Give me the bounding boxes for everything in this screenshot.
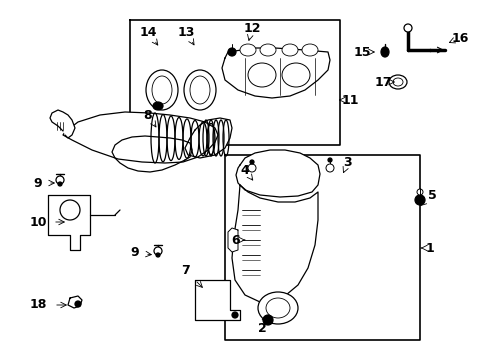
Ellipse shape [403,24,411,32]
Polygon shape [50,110,75,138]
Ellipse shape [156,253,160,257]
Ellipse shape [414,195,424,205]
Text: 4: 4 [240,163,249,176]
Ellipse shape [325,164,333,172]
Text: 16: 16 [450,32,468,45]
Ellipse shape [260,44,275,56]
Polygon shape [48,195,90,250]
Ellipse shape [258,292,297,324]
Ellipse shape [153,102,163,110]
Polygon shape [227,228,238,252]
Ellipse shape [56,176,64,184]
Ellipse shape [227,48,236,56]
Text: 9: 9 [34,176,42,189]
Ellipse shape [282,44,297,56]
Polygon shape [184,118,231,158]
Text: 1: 1 [425,242,433,255]
Polygon shape [130,20,339,145]
Text: 6: 6 [231,234,240,247]
Polygon shape [112,136,192,172]
Ellipse shape [302,44,317,56]
Text: 8: 8 [143,108,152,122]
Ellipse shape [327,158,331,162]
Polygon shape [195,280,240,320]
Ellipse shape [231,312,238,318]
Ellipse shape [247,164,256,172]
Text: 14: 14 [139,26,157,39]
Polygon shape [63,112,218,163]
Ellipse shape [60,200,80,220]
Polygon shape [224,155,419,340]
Ellipse shape [263,315,272,325]
Ellipse shape [388,75,406,89]
Polygon shape [236,150,319,197]
Text: 10: 10 [29,216,47,229]
Polygon shape [222,48,329,98]
Ellipse shape [282,63,309,87]
Text: 11: 11 [341,94,358,107]
Text: 9: 9 [130,247,139,260]
Text: 17: 17 [373,76,391,89]
Ellipse shape [380,47,388,57]
Polygon shape [68,296,82,308]
Ellipse shape [183,70,216,110]
Text: 5: 5 [427,189,435,202]
Ellipse shape [154,247,162,255]
Ellipse shape [146,70,178,110]
Ellipse shape [240,44,256,56]
Text: 3: 3 [343,156,351,168]
Text: 15: 15 [352,45,370,59]
Text: 13: 13 [177,26,194,39]
Text: 7: 7 [180,264,189,276]
Ellipse shape [247,63,275,87]
Ellipse shape [249,160,253,164]
Ellipse shape [58,182,62,186]
Text: 2: 2 [257,321,266,334]
Ellipse shape [75,301,81,307]
Text: 12: 12 [243,22,260,35]
Polygon shape [231,185,317,302]
Ellipse shape [416,189,422,195]
Text: 18: 18 [29,298,46,311]
